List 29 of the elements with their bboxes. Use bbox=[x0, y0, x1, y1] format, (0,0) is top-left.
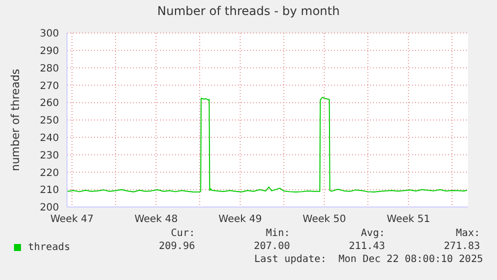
y-tick-label: 300 bbox=[40, 28, 59, 40]
legend-label: threads bbox=[28, 242, 70, 253]
x-tick-label: Week 51 bbox=[386, 214, 430, 226]
y-tick-label: 240 bbox=[40, 132, 59, 144]
y-axis-title: number of threads bbox=[9, 68, 22, 172]
text: Last update: Mon Dec 22 08:00:10 2025 bbox=[253, 254, 483, 267]
text: 271.83 bbox=[442, 241, 480, 254]
y-tick-label: 210 bbox=[40, 185, 59, 196]
text: 209.96 bbox=[158, 241, 195, 254]
text: 207.00 bbox=[252, 241, 290, 254]
x-tick-label: Week 49 bbox=[218, 214, 262, 226]
y-tick-label: 270 bbox=[40, 80, 59, 92]
x-tick-label: Week 50 bbox=[302, 214, 346, 226]
y-tick-label: 220 bbox=[40, 168, 59, 179]
y-tick-label: 260 bbox=[40, 98, 59, 110]
x-tick-label: Week 48 bbox=[134, 214, 178, 226]
y-tick-label: 230 bbox=[40, 150, 59, 162]
chart-title: Number of threads - by month bbox=[156, 4, 341, 18]
y-tick-label: 250 bbox=[40, 116, 59, 127]
text: Max: bbox=[454, 228, 480, 241]
text: Min: bbox=[264, 228, 290, 241]
x-tick-label: Week 47 bbox=[50, 214, 94, 226]
line-series bbox=[67, 96, 468, 193]
y-tick-label: 200 bbox=[40, 202, 59, 214]
text: Cur: bbox=[170, 228, 195, 241]
y-tick-label: 280 bbox=[40, 63, 59, 74]
y-tick-label: 290 bbox=[40, 46, 59, 57]
text: 211.43 bbox=[348, 241, 385, 254]
text: Avg: bbox=[360, 228, 385, 241]
